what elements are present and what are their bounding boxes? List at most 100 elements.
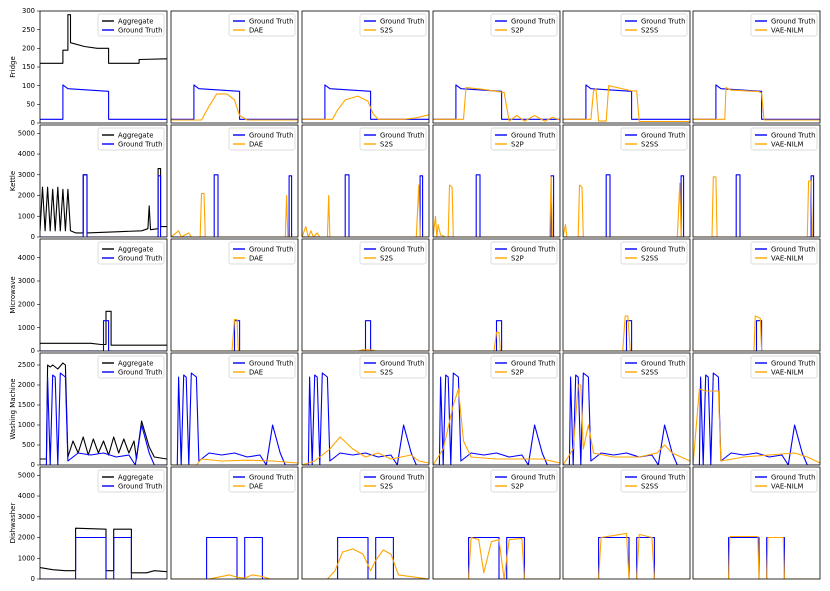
legend-label: Aggregate: [118, 17, 153, 25]
panel-frame: [432, 10, 561, 124]
legend-label: Ground Truth: [771, 359, 815, 367]
legend-label: DAE: [249, 482, 263, 490]
panel-frame: [692, 10, 821, 124]
y-tick-label: 1000: [18, 421, 35, 429]
panel-frame: [692, 238, 821, 352]
legend-box: [97, 241, 165, 265]
y-tick-label: 1000: [18, 212, 35, 220]
series-line-ground-truth: [433, 84, 560, 120]
legend-label: Ground Truth: [380, 131, 424, 139]
legend-label: S2P: [511, 254, 524, 262]
legend-label: S2P: [511, 26, 524, 34]
series-line-ground-truth: [563, 320, 690, 351]
series-line-prediction-s2s: [302, 95, 429, 120]
series-line-prediction-dae: [171, 318, 298, 351]
legend-label: Ground Truth: [118, 368, 162, 376]
legend-label: DAE: [249, 140, 263, 148]
legend-box: [359, 241, 427, 265]
y-tick-label: 4000: [18, 492, 35, 500]
y-tick-label: 3000: [18, 171, 35, 179]
panel-frame: [170, 352, 299, 466]
panel-frame: [432, 238, 561, 352]
legend-box: [359, 13, 427, 37]
legend-label: S2S: [380, 254, 393, 262]
series-line-ground-truth: [433, 174, 560, 237]
legend-label: VAE-NILM: [771, 254, 803, 262]
y-tick-label: 0: [31, 347, 35, 355]
panel-frame: [692, 124, 821, 238]
series-line-prediction-s2p: [433, 176, 560, 237]
legend-box: [228, 13, 296, 37]
y-tick-label: 3000: [18, 277, 35, 285]
legend-box: [228, 355, 296, 379]
panel-frame: [562, 124, 691, 238]
series-line-ground-truth: [693, 536, 820, 579]
series-line-aggregate: [40, 14, 167, 64]
series-line-ground-truth: [563, 372, 690, 465]
series-line-ground-truth: [40, 320, 167, 351]
legend-box: [750, 355, 818, 379]
legend-label: Ground Truth: [771, 245, 815, 253]
y-tick-label: 300: [22, 7, 35, 15]
series-line-prediction-s2ss: [563, 315, 690, 351]
y-tick-label: 2500: [18, 361, 35, 369]
legend-label: Ground Truth: [641, 473, 685, 481]
legend-label: VAE-NILM: [771, 482, 803, 490]
legend-label: S2P: [511, 140, 524, 148]
legend-label: Ground Truth: [380, 17, 424, 25]
y-tick-label: 2000: [18, 301, 35, 309]
legend-box: [750, 241, 818, 265]
series-line-ground-truth: [693, 84, 820, 120]
legend-label: DAE: [249, 26, 263, 34]
legend-label: Ground Truth: [118, 254, 162, 262]
panel-frame: [301, 238, 430, 352]
series-line-ground-truth: [40, 174, 167, 237]
series-line-prediction-s2s: [302, 349, 429, 351]
series-line-prediction-vae-nilm: [693, 535, 820, 579]
legend-label: S2SS: [641, 482, 658, 490]
row-label-kettle: Kettle: [9, 171, 17, 191]
legend-label: Ground Truth: [511, 245, 555, 253]
series-line-ground-truth: [693, 320, 820, 351]
series-line-ground-truth: [40, 536, 167, 579]
series-line-prediction-s2p: [433, 86, 560, 122]
legend-box: [750, 13, 818, 37]
series-line-ground-truth: [171, 536, 298, 579]
legend-label: Ground Truth: [380, 359, 424, 367]
series-line-prediction-s2ss: [563, 532, 690, 579]
panel-frame: [39, 124, 168, 238]
y-tick-label: 2000: [18, 534, 35, 542]
series-line-prediction-s2s: [302, 436, 429, 465]
panel-frame: [301, 352, 430, 466]
series-line-ground-truth: [302, 174, 429, 237]
y-tick-label: 2000: [18, 192, 35, 200]
legend-box: [490, 355, 558, 379]
legend-label: VAE-NILM: [771, 368, 803, 376]
series-line-prediction-vae-nilm: [693, 86, 820, 121]
legend-label: Aggregate: [118, 359, 153, 367]
y-tick-label: 5000: [18, 129, 35, 137]
